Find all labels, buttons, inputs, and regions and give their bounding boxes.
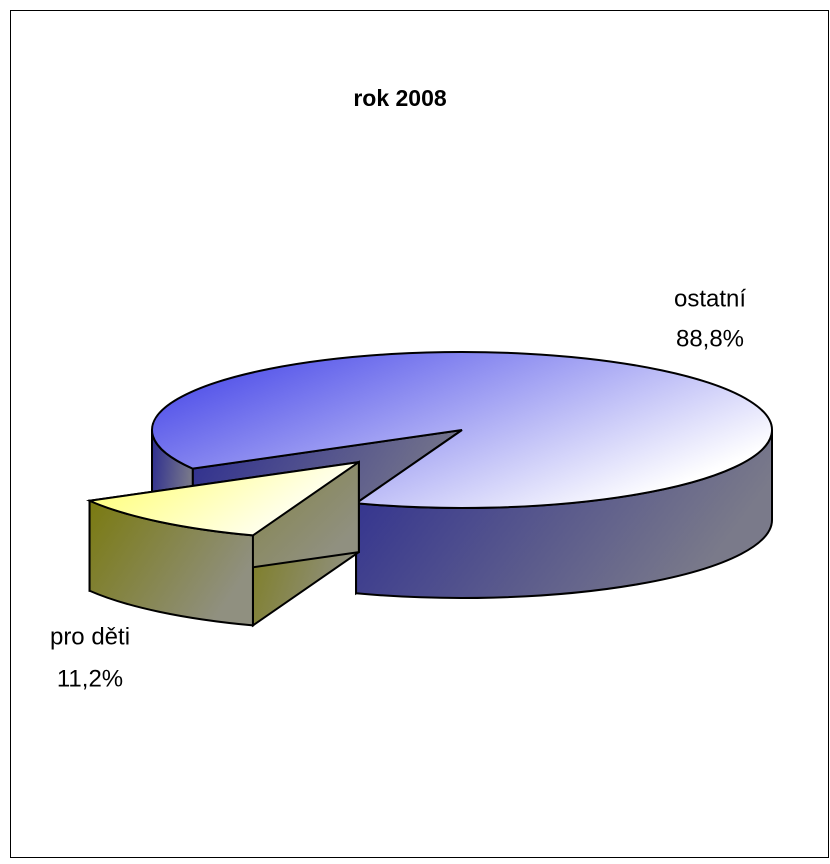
chart-title: rok 2008: [353, 85, 447, 111]
frame: [10, 10, 829, 858]
slice: [151, 351, 773, 509]
slice-value-label: 88,8%: [676, 325, 744, 352]
slice-label: ostatní: [674, 285, 746, 312]
pie: [85, 351, 773, 628]
slice: [85, 461, 360, 537]
slice-value-label: 11,2%: [57, 665, 123, 692]
slice-label: pro děti: [50, 623, 130, 650]
